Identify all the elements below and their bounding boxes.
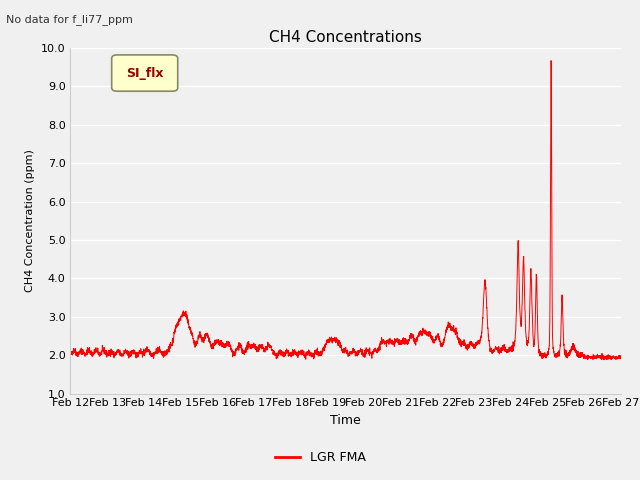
X-axis label: Time: Time — [330, 414, 361, 427]
Y-axis label: CH4 Concentration (ppm): CH4 Concentration (ppm) — [26, 149, 35, 292]
Legend: LGR FMA: LGR FMA — [269, 446, 371, 469]
FancyBboxPatch shape — [112, 55, 178, 91]
Text: SI_flx: SI_flx — [126, 67, 163, 80]
Title: CH4 Concentrations: CH4 Concentrations — [269, 30, 422, 46]
Text: No data for f_li77_ppm: No data for f_li77_ppm — [6, 14, 133, 25]
